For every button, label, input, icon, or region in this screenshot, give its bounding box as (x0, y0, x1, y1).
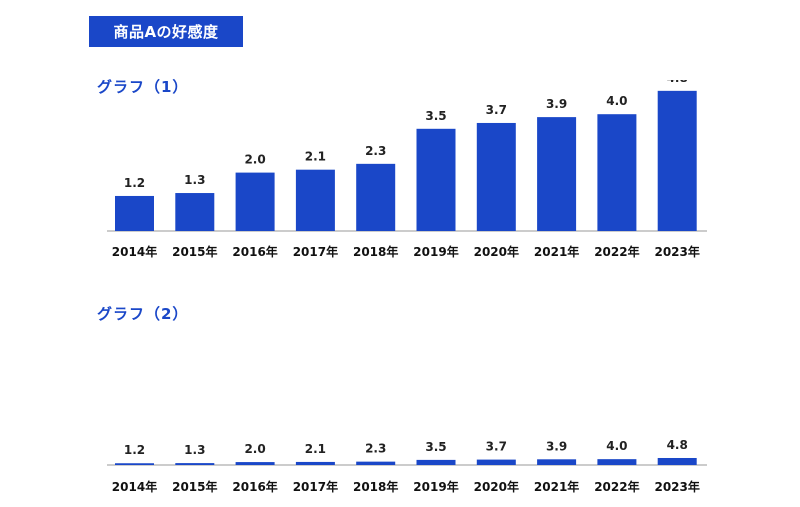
data-label: 3.9 (546, 439, 567, 453)
bar-2023年 (657, 90, 697, 231)
x-tick-label: 2017年 (293, 479, 338, 494)
x-tick-label: 2020年 (474, 479, 519, 494)
data-label: 3.5 (425, 109, 446, 123)
data-label: 2.0 (244, 442, 265, 456)
x-tick-label: 2017年 (293, 244, 338, 259)
data-label: 1.3 (184, 443, 205, 457)
x-tick-label: 2022年 (594, 479, 639, 494)
x-tick-label: 2016年 (232, 244, 277, 259)
bar-2017年 (295, 461, 335, 465)
x-tick-label: 2014年 (112, 244, 157, 259)
bar-2019年 (416, 128, 456, 231)
chart-2: 1.2 2014年 1.3 2015年 2.0 2016年 2.1 2017年 2.3 2018年… (107, 438, 707, 494)
x-tick-label: 2021年 (534, 244, 579, 259)
data-label: 4.8 (667, 438, 688, 452)
bar-2014年 (115, 195, 154, 231)
chart-2-title: グラフ（2） (97, 305, 189, 323)
data-label: 1.2 (124, 176, 145, 190)
bar-2015年 (175, 193, 215, 231)
page-title: 商品Aの好感度 (89, 16, 243, 47)
bar-2015年 (175, 463, 215, 465)
bar-2023年 (657, 457, 697, 465)
x-tick-label: 2021年 (534, 479, 579, 494)
bar-2014年 (115, 463, 154, 465)
bar-2017年 (295, 169, 335, 231)
data-label: 2.0 (244, 153, 265, 167)
data-label: 4.0 (606, 94, 627, 108)
x-tick-label: 2015年 (172, 244, 217, 259)
bar-2021年 (537, 117, 577, 231)
bar-2016年 (235, 172, 275, 231)
x-tick-label: 2015年 (172, 479, 217, 494)
x-tick-label: 2023年 (654, 244, 699, 259)
x-tick-label: 2018年 (353, 244, 398, 259)
bar-2022年 (597, 459, 637, 465)
data-label: 3.5 (425, 440, 446, 454)
bar-2018年 (356, 461, 396, 465)
data-label: 1.3 (184, 173, 205, 187)
data-label: 3.9 (546, 97, 567, 111)
data-label: 2.1 (305, 150, 326, 164)
x-tick-label: 2014年 (112, 479, 157, 494)
bar-2020年 (476, 459, 516, 465)
data-label: 2.3 (365, 144, 386, 158)
bar-2021年 (537, 459, 577, 465)
x-tick-label: 2016年 (232, 479, 277, 494)
data-label: 4.0 (606, 439, 627, 453)
x-tick-label: 2019年 (413, 479, 458, 494)
bar-2019年 (416, 459, 456, 465)
data-label: 3.7 (486, 103, 507, 117)
x-tick-label: 2020年 (474, 244, 519, 259)
x-tick-label: 2018年 (353, 479, 398, 494)
chart-1: 1.2 2014年 1.3 2015年 2.0 2016年 2.1 2017年 2.3 2018年… (107, 80, 707, 259)
bar-2022年 (597, 114, 637, 231)
data-label: 4.8 (667, 80, 688, 85)
data-label: 2.3 (365, 442, 386, 456)
x-tick-label: 2019年 (413, 244, 458, 259)
data-label: 1.2 (124, 443, 145, 457)
bar-2020年 (476, 122, 516, 231)
x-tick-label: 2022年 (594, 244, 639, 259)
data-label: 3.7 (486, 440, 507, 454)
bar-2016年 (235, 462, 275, 465)
bar-2018年 (356, 163, 396, 231)
data-label: 2.1 (305, 442, 326, 456)
x-tick-label: 2023年 (654, 479, 699, 494)
chart-1-title: グラフ（1） (97, 78, 189, 96)
